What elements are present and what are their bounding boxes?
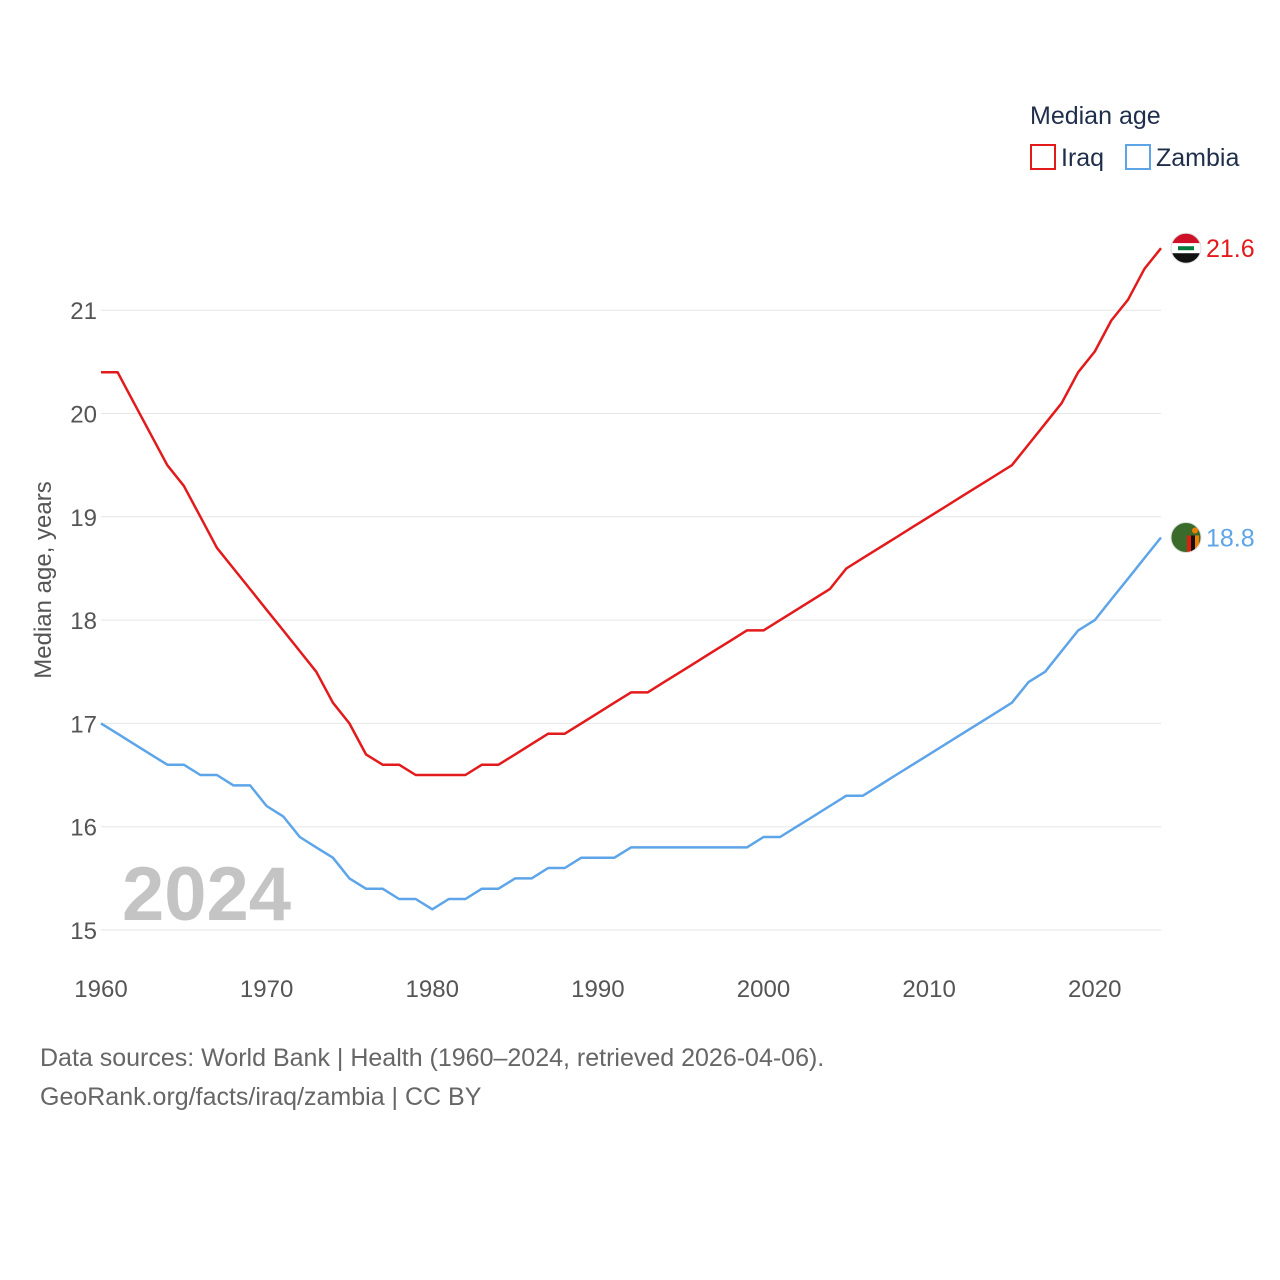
y-tick-label: 16 (70, 815, 97, 842)
attribution-line: GeoRank.org/facts/iraq/zambia | CC BY (40, 1083, 482, 1111)
y-tick-label: 19 (70, 505, 97, 532)
y-tick-label: 17 (70, 711, 97, 738)
end-label-zambia: 18.8 (1206, 524, 1255, 552)
series-lines (100, 247, 1162, 911)
x-tick-label: 2000 (737, 976, 790, 1003)
y-tick-label: 15 (70, 918, 97, 945)
legend-label-iraq: Iraq (1061, 144, 1104, 172)
x-tick-label: 2020 (1068, 976, 1121, 1003)
source-line: Data sources: World Bank | Health (1960–… (40, 1044, 825, 1072)
x-tick-label: 1990 (571, 976, 624, 1003)
legend-title: Median age (1030, 102, 1161, 130)
legend-swatch-iraq (1030, 144, 1056, 170)
x-tick-label: 1980 (406, 976, 459, 1003)
y-tick-label: 20 (70, 402, 97, 429)
legend-label-zambia: Zambia (1156, 144, 1239, 172)
legend-swatch-zambia (1125, 144, 1151, 170)
year-stamp: 2024 (122, 852, 291, 937)
series-line-iraq (101, 247, 1162, 777)
y-axis-ticks: 15 16 17 18 19 20 21 (70, 298, 97, 945)
x-axis-ticks: 1960 1970 1980 1990 2000 2010 2020 (74, 976, 1121, 1003)
grid-lines (101, 309, 1161, 931)
y-axis-label: Median age, years (30, 481, 57, 678)
iraq-flag-icon (1170, 232, 1202, 264)
y-tick-label: 21 (70, 298, 97, 325)
y-tick-label: 18 (70, 608, 97, 635)
x-tick-label: 1970 (240, 976, 293, 1003)
x-tick-label: 1960 (74, 976, 127, 1003)
end-label-iraq: 21.6 (1206, 235, 1255, 263)
end-markers: 21.6 18.8 (1170, 232, 1255, 553)
legend: Median age Iraq Zambia (1030, 102, 1239, 172)
x-tick-label: 2010 (902, 976, 955, 1003)
zambia-flag-icon (1170, 521, 1202, 553)
series-line-zambia (100, 536, 1162, 911)
